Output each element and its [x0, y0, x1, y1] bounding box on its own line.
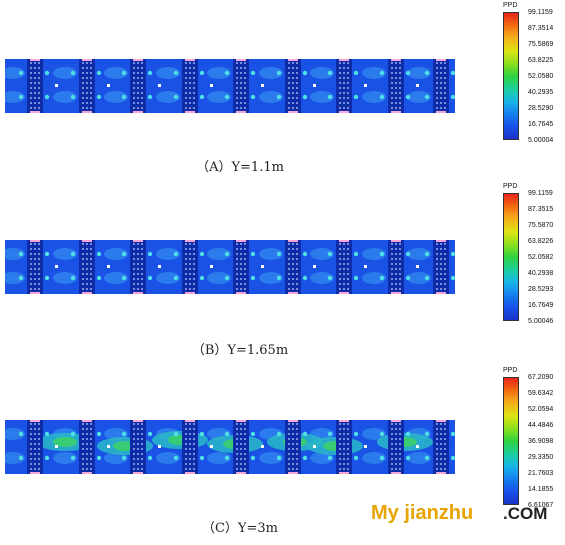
legend-tick: 16.7649 [528, 302, 554, 309]
legend-tick: 28.5293 [528, 286, 554, 293]
legend-tick: 99.1159 [528, 9, 553, 16]
caption-c: （C）Y=3m [201, 521, 279, 536]
contour-field-b [5, 240, 455, 294]
legend-tick: 36.9098 [528, 438, 554, 445]
legend-tick: 67.2090 [528, 374, 554, 381]
legend-tick: 52.0582 [528, 254, 554, 261]
caption-a: （A）Y=1.1m [196, 160, 284, 175]
legend-title-a: PPD [503, 2, 518, 9]
legend-tick: 75.5870 [528, 222, 554, 229]
legend-tick: 75.5869 [528, 41, 554, 48]
legend-tick: 87.3514 [528, 25, 554, 32]
legend-title-c: PPD [503, 367, 518, 374]
panel-b: PPD 99.1159 87.3515 75.5870 63.8226 52.0… [0, 181, 565, 361]
legend-tick: 16.7645 [528, 121, 554, 128]
legend-tick: 21.7603 [528, 470, 554, 477]
legend-labels-b: 99.1159 87.3515 75.5870 63.8226 52.0582 … [528, 190, 565, 330]
legend-tick: 59.6342 [528, 390, 554, 397]
legend-tick: 52.0594 [528, 406, 554, 413]
legend-tick: 40.2935 [528, 89, 554, 96]
legend-tick: 6.61067 [528, 502, 554, 509]
legend-tick: 52.0580 [528, 73, 554, 80]
panel-c: PPD 67.2090 59.6342 52.0594 44.4846 36.9… [0, 365, 565, 545]
watermark-text: My jianzhu [371, 502, 474, 524]
legend-tick: 40.2938 [528, 270, 554, 277]
legend-colorbar-a [503, 12, 519, 140]
legend-title-b: PPD [503, 183, 518, 190]
legend-tick: 87.3515 [528, 206, 554, 213]
legend-tick: 44.4846 [528, 422, 554, 429]
legend-tick: 5.00046 [528, 318, 554, 325]
watermark-domain: .COM [503, 504, 548, 523]
panel-a: PPD 99.1159 87.3514 75.5869 63.8225 52.0… [0, 0, 565, 180]
legend-labels-c: 67.2090 59.6342 52.0594 44.4846 36.9098 … [528, 374, 565, 514]
contour-field-c [5, 420, 455, 474]
legend-tick: 14.1855 [528, 486, 554, 493]
legend-colorbar-b [503, 193, 519, 321]
legend-tick: 99.1159 [528, 190, 553, 197]
legend-tick: 5.00004 [528, 137, 554, 144]
watermark-logo: My jianzhu .COM [371, 502, 561, 528]
legend-tick: 29.3350 [528, 454, 554, 461]
legend-tick: 28.5290 [528, 105, 554, 112]
caption-b: （B）Y=1.65m [191, 343, 289, 358]
contour-field-a [5, 59, 455, 113]
legend-colorbar-c [503, 377, 519, 505]
legend-tick: 63.8225 [528, 57, 554, 64]
legend-labels-a: 99.1159 87.3514 75.5869 63.8225 52.0580 … [528, 9, 565, 149]
legend-tick: 63.8226 [528, 238, 554, 245]
